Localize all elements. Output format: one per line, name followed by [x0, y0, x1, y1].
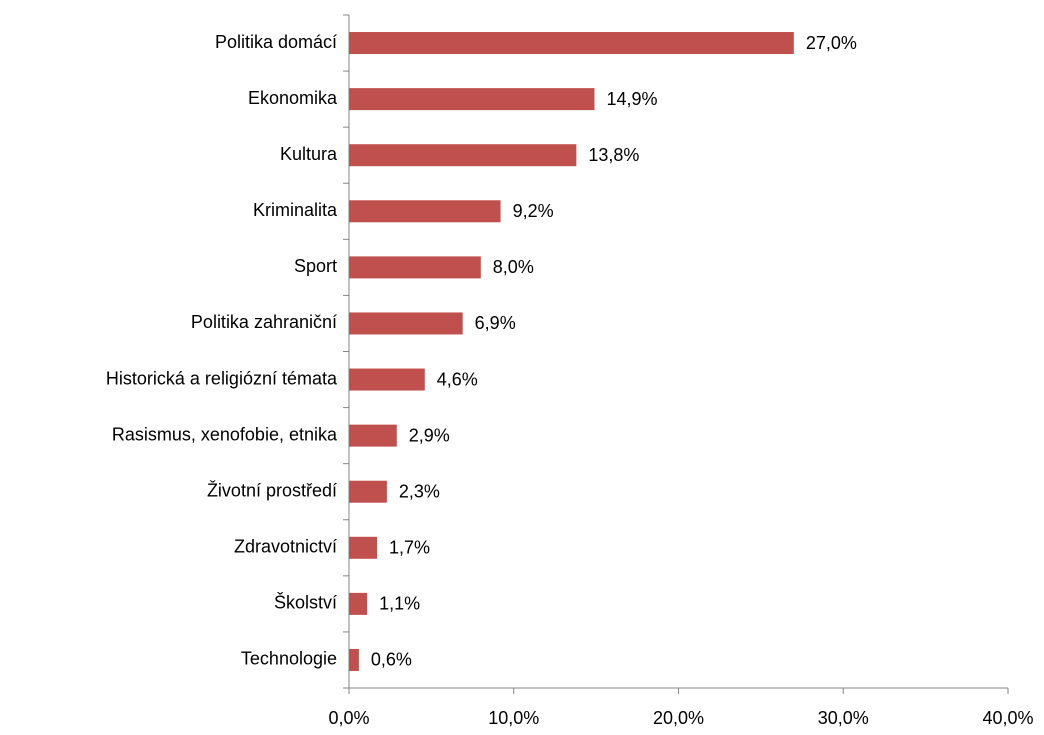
- value-label: 9,2%: [513, 201, 554, 221]
- value-label: 8,0%: [493, 257, 534, 277]
- x-tick-label: 0,0%: [328, 708, 369, 728]
- y-tick-label: Politika domácí: [215, 32, 337, 52]
- bar: [349, 32, 794, 55]
- y-tick-label: Politika zahraniční: [191, 312, 337, 332]
- y-tick-label: Kriminalita: [253, 200, 338, 220]
- y-tick-label: Technologie: [241, 649, 337, 669]
- y-tick-label: Školství: [274, 592, 337, 613]
- y-tick-label: Historická a religiózní témata: [106, 368, 338, 388]
- value-label: 27,0%: [806, 33, 857, 53]
- y-tick-label: Zdravotnictví: [234, 537, 337, 557]
- value-label: 1,1%: [379, 594, 420, 614]
- x-tick-label: 30,0%: [818, 708, 869, 728]
- value-label: 4,6%: [437, 369, 478, 389]
- y-tick-label: Životní prostředí: [207, 480, 337, 500]
- bar: [349, 648, 359, 671]
- y-tick-label: Ekonomika: [248, 88, 338, 108]
- bar: [349, 256, 481, 279]
- bar: [349, 536, 378, 559]
- y-tick-label: Rasismus, xenofobie, etnika: [112, 424, 338, 444]
- bar: [349, 480, 387, 503]
- value-label: 2,3%: [399, 481, 440, 501]
- value-label: 14,9%: [606, 89, 657, 109]
- x-tick-label: 10,0%: [488, 708, 539, 728]
- x-tick-label: 40,0%: [982, 708, 1033, 728]
- value-label: 2,9%: [409, 425, 450, 445]
- bar: [349, 312, 463, 335]
- bar: [349, 144, 577, 167]
- x-tick-label: 20,0%: [653, 708, 704, 728]
- bar: [349, 424, 397, 447]
- bar: [349, 88, 595, 111]
- bar: [349, 200, 501, 223]
- bar: [349, 368, 425, 391]
- value-label: 0,6%: [371, 650, 412, 670]
- y-tick-label: Sport: [294, 256, 337, 276]
- y-tick-label: Kultura: [280, 144, 338, 164]
- value-label: 6,9%: [475, 313, 516, 333]
- value-label: 1,7%: [389, 538, 430, 558]
- bar: [349, 592, 368, 615]
- value-label: 13,8%: [588, 145, 639, 165]
